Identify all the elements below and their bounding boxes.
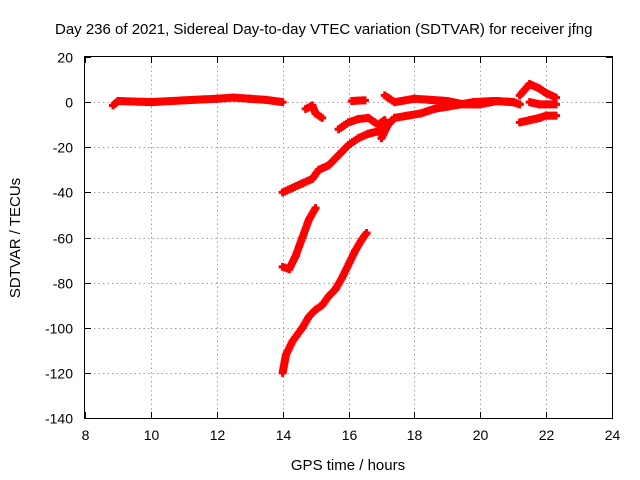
data-point (360, 96, 369, 105)
x-tick-label: 12 (210, 427, 226, 443)
data-point (388, 115, 397, 124)
data-point (387, 117, 396, 126)
data-point (552, 93, 561, 102)
x-tick-label: 22 (539, 427, 555, 443)
data-point (108, 101, 117, 110)
y-tick-labels: 20 0 -20 -40 -60 -80 -100 -120 -140 (45, 50, 73, 427)
y-tick-label: -40 (53, 185, 73, 201)
data-point (342, 142, 351, 151)
data-point (326, 159, 335, 168)
data-point (509, 98, 518, 107)
axis-ticks (85, 57, 613, 419)
data-point (522, 83, 531, 92)
data-point (308, 309, 317, 318)
y-tick-label: -60 (53, 231, 73, 247)
plot-frame (84, 56, 613, 419)
data-point (110, 100, 119, 109)
data-point (519, 87, 528, 96)
data-point (306, 310, 315, 319)
y-tick-label: -80 (53, 276, 73, 292)
data-point (515, 91, 524, 100)
data-point (318, 113, 327, 122)
y-tick-label: -140 (45, 411, 73, 427)
data-points (108, 80, 561, 377)
data-point (552, 111, 561, 120)
data-point (329, 156, 338, 165)
data-point (380, 116, 389, 125)
data-point (385, 118, 394, 127)
data-point (324, 292, 333, 301)
y-tick-label: -20 (53, 140, 73, 156)
data-point (341, 144, 350, 153)
x-axis-label: GPS time / hours (291, 457, 405, 474)
data-point (324, 161, 333, 170)
data-point (384, 120, 393, 129)
x-tick-label: 16 (342, 427, 358, 443)
data-point (332, 152, 341, 161)
data-point (520, 85, 529, 94)
y-tick-label: 0 (65, 95, 73, 111)
data-point (278, 98, 287, 107)
data-point (326, 290, 335, 299)
x-tick-label: 14 (276, 427, 292, 443)
data-point (328, 157, 337, 166)
x-tick-label: 20 (473, 427, 489, 443)
data-point (336, 149, 345, 158)
data-point (339, 146, 348, 155)
y-axis-label: SDTVAR / TECUs (7, 178, 24, 298)
data-point (362, 228, 371, 237)
data-point (552, 100, 561, 109)
data-point (309, 307, 318, 316)
chart-title: Day 236 of 2021, Sidereal Day-to-day VTE… (55, 21, 592, 38)
y-tick-label: -120 (45, 366, 73, 382)
data-point (328, 288, 337, 297)
x-tick-label: 8 (82, 427, 90, 443)
x-tick-labels: 8 10 12 14 16 18 20 22 24 (82, 427, 621, 443)
y-tick-label: 20 (57, 50, 73, 66)
data-point (304, 312, 313, 321)
x-tick-label: 10 (144, 427, 160, 443)
data-point (311, 204, 320, 213)
data-point (331, 154, 340, 163)
y-tick-label: -100 (45, 321, 73, 337)
x-tick-label: 24 (605, 427, 621, 443)
data-point (517, 89, 526, 98)
data-point (337, 147, 346, 156)
grid-layer (85, 57, 612, 418)
data-point (329, 287, 338, 296)
x-tick-label: 18 (407, 427, 423, 443)
data-point (334, 151, 343, 160)
data-point (515, 100, 524, 109)
